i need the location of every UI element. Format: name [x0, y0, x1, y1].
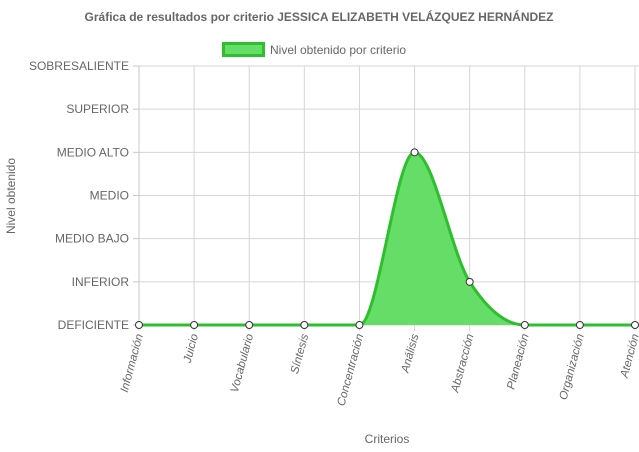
- data-point[interactable]: [190, 321, 199, 329]
- y-tick-label: MEDIO: [90, 189, 129, 203]
- y-tick-label: MEDIO ALTO: [57, 145, 129, 159]
- series-area: [139, 152, 635, 325]
- x-tick-label: Vocabulario: [229, 332, 256, 394]
- legend-swatch: [222, 42, 265, 57]
- data-point[interactable]: [355, 321, 364, 329]
- data-point[interactable]: [410, 148, 419, 157]
- y-tick-label: SUPERIOR: [66, 102, 129, 116]
- series-line: [138, 150, 635, 327]
- legend-label: Nivel obtenido por criterio: [270, 43, 406, 57]
- data-point[interactable]: [300, 321, 309, 329]
- y-tick-label: INFERIOR: [72, 275, 130, 289]
- data-point[interactable]: [245, 321, 254, 329]
- x-tick-label: Concentración: [336, 333, 367, 408]
- y-axis: DEFICIENTE INFERIOR MEDIO BAJO MEDIO MEDIO A…: [29, 59, 140, 332]
- x-tick-label: Síntesis: [289, 332, 311, 375]
- x-axis: Información Juicio Vocabulario Síntesis Conc…: [119, 332, 639, 407]
- y-tick-label: MEDIO BAJO: [55, 232, 129, 246]
- x-tick-label: Juicio: [182, 332, 202, 365]
- series: [135, 148, 639, 329]
- chart-title: Gráfica de resultados por criterio JESSI…: [85, 9, 554, 24]
- legend[interactable]: Nivel obtenido por criterio: [222, 42, 407, 57]
- y-axis-label: Nivel obtenido: [4, 158, 18, 234]
- x-tick-label: Organización: [558, 333, 587, 402]
- x-tick-label: Información: [119, 333, 146, 394]
- data-point[interactable]: [465, 277, 474, 286]
- y-tick-label: SOBRESALIENTE: [29, 59, 129, 73]
- x-tick-label: Abstracción: [449, 333, 476, 395]
- data-point[interactable]: [575, 321, 584, 329]
- data-point[interactable]: [520, 321, 529, 329]
- data-point[interactable]: [135, 321, 143, 329]
- data-point[interactable]: [631, 321, 639, 329]
- x-tick-label: Análisis: [399, 332, 421, 375]
- x-axis-label: Criterios: [365, 432, 410, 446]
- x-tick-label: Atención: [618, 333, 639, 380]
- y-tick-label: DEFICIENTE: [58, 318, 129, 332]
- x-tick-label: Planeación: [505, 333, 531, 391]
